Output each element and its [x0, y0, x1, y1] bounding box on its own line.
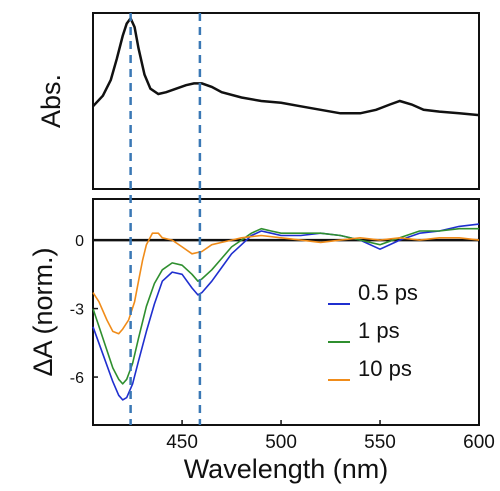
y-tick-label: 0 [75, 233, 84, 250]
y-tick-label: -6 [70, 370, 84, 387]
delta-a-panel: 450 500 550 600 0 -3 -6 ΔA (norm.) Wavelength … [28, 198, 495, 484]
legend-label-2: 1 ps [358, 318, 400, 343]
abs-panel: Abs. [36, 12, 480, 190]
x-tick-label: 450 [166, 432, 198, 453]
wavelength-markers [129, 13, 202, 425]
series-line-1 [92, 223, 480, 401]
abs-y-axis-label: Abs. [36, 74, 66, 128]
x-tick-label: 550 [364, 432, 396, 453]
legend-label-1: 0.5 ps [358, 280, 418, 305]
delta-a-ticks: 450 500 550 600 0 -3 -6 [70, 233, 495, 453]
legend: 0.5 ps 1 ps 10 ps [328, 280, 418, 381]
x-tick-label: 500 [265, 432, 297, 453]
abs-panel-frame [92, 12, 480, 190]
x-tick-label: 600 [463, 432, 495, 453]
x-axis-label: Wavelength (nm) [184, 454, 389, 484]
abs-plot-area [92, 15, 480, 117]
delta-a-panel-frame [92, 198, 480, 426]
series-line-3 [92, 232, 480, 335]
y-tick-label: -3 [70, 302, 84, 319]
delta-a-y-axis-label: ΔA (norm.) [28, 247, 58, 376]
series-line-2 [92, 227, 479, 385]
delta-a-plot-area [92, 223, 480, 401]
abs-series-line [92, 15, 480, 117]
legend-label-3: 10 ps [358, 356, 412, 381]
